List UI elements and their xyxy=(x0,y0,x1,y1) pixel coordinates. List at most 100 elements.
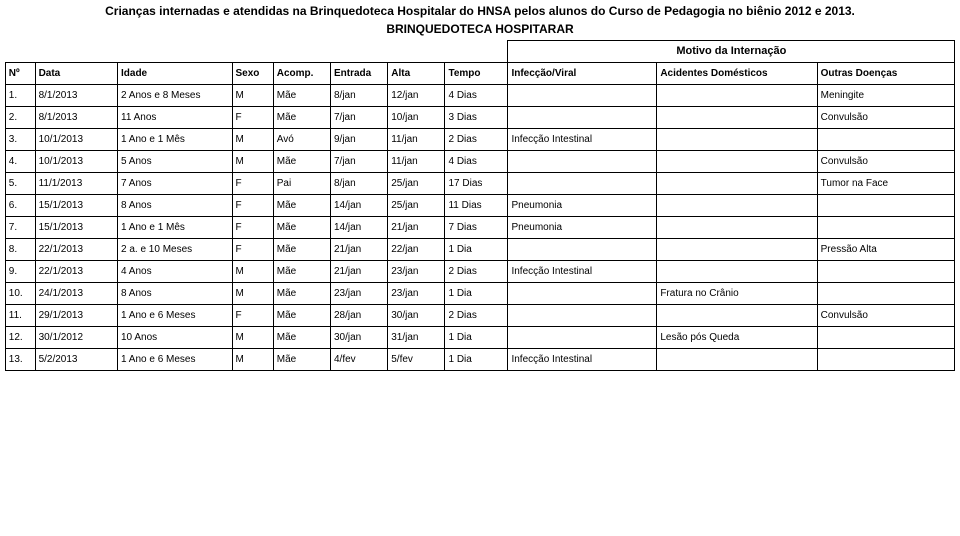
cell-sexo: M xyxy=(232,326,273,348)
cell-alta: 11/jan xyxy=(388,128,445,150)
col-outras: Outras Doenças xyxy=(817,62,955,84)
header-row: Nº Data Idade Sexo Acomp. Entrada Alta T… xyxy=(5,62,954,84)
cell-n: 5. xyxy=(5,172,35,194)
cell-acid xyxy=(657,348,817,370)
cell-out: Meningite xyxy=(817,84,955,106)
cell-acomp: Mãe xyxy=(273,84,330,106)
cell-ent: 30/jan xyxy=(330,326,387,348)
cell-tempo: 4 Dias xyxy=(445,150,508,172)
cell-n: 8. xyxy=(5,238,35,260)
cell-acid xyxy=(657,150,817,172)
table-row: 3.10/1/20131 Ano e 1 MêsMAvó9/jan11/jan2… xyxy=(5,128,954,150)
cell-n: 4. xyxy=(5,150,35,172)
cell-alta: 22/jan xyxy=(388,238,445,260)
col-sexo: Sexo xyxy=(232,62,273,84)
cell-tempo: 1 Dia xyxy=(445,326,508,348)
col-entrada: Entrada xyxy=(330,62,387,84)
cell-ent: 28/jan xyxy=(330,304,387,326)
cell-ent: 21/jan xyxy=(330,260,387,282)
col-idade: Idade xyxy=(118,62,233,84)
cell-sexo: M xyxy=(232,348,273,370)
cell-acid xyxy=(657,304,817,326)
cell-idade: 10 Anos xyxy=(118,326,233,348)
cell-tempo: 17 Dias xyxy=(445,172,508,194)
cell-alta: 23/jan xyxy=(388,282,445,304)
cell-ent: 8/jan xyxy=(330,172,387,194)
cell-data: 15/1/2013 xyxy=(35,194,117,216)
cell-acid: Fratura no Crânio xyxy=(657,282,817,304)
cell-out: Convulsão xyxy=(817,304,955,326)
cell-inf: Pneumonia xyxy=(508,194,657,216)
table-row: 5.11/1/20137 AnosFPai8/jan25/jan17 DiasT… xyxy=(5,172,954,194)
table-row: 11.29/1/20131 Ano e 6 MesesFMãe28/jan30/… xyxy=(5,304,954,326)
cell-out: Pressão Alta xyxy=(817,238,955,260)
cell-out xyxy=(817,194,955,216)
cell-sexo: F xyxy=(232,238,273,260)
cell-tempo: 7 Dias xyxy=(445,216,508,238)
cell-data: 8/1/2013 xyxy=(35,106,117,128)
table-row: 2.8/1/201311 AnosFMãe7/jan10/jan3 DiasCo… xyxy=(5,106,954,128)
page-subtitle: BRINQUEDOTECA HOSPITARAR xyxy=(0,20,960,40)
cell-sexo: M xyxy=(232,84,273,106)
col-acomp: Acomp. xyxy=(273,62,330,84)
cell-acid xyxy=(657,238,817,260)
cell-sexo: F xyxy=(232,216,273,238)
cell-acomp: Mãe xyxy=(273,150,330,172)
cell-data: 10/1/2013 xyxy=(35,150,117,172)
data-table: Motivo da Internação Nº Data Idade Sexo … xyxy=(5,40,955,371)
cell-inf xyxy=(508,106,657,128)
cell-acid xyxy=(657,216,817,238)
cell-ent: 9/jan xyxy=(330,128,387,150)
table-row: 9.22/1/20134 AnosMMãe21/jan23/jan2 DiasI… xyxy=(5,260,954,282)
cell-data: 5/2/2013 xyxy=(35,348,117,370)
cell-ent: 4/fev xyxy=(330,348,387,370)
cell-inf xyxy=(508,84,657,106)
cell-alta: 21/jan xyxy=(388,216,445,238)
cell-idade: 8 Anos xyxy=(118,194,233,216)
cell-acomp: Mãe xyxy=(273,326,330,348)
cell-alta: 10/jan xyxy=(388,106,445,128)
cell-inf: Pneumonia xyxy=(508,216,657,238)
cell-acid xyxy=(657,260,817,282)
cell-idade: 7 Anos xyxy=(118,172,233,194)
cell-inf xyxy=(508,150,657,172)
cell-acomp: Mãe xyxy=(273,216,330,238)
table-row: 12.30/1/201210 AnosMMãe30/jan31/jan1 Dia… xyxy=(5,326,954,348)
cell-tempo: 2 Dias xyxy=(445,128,508,150)
col-alta: Alta xyxy=(388,62,445,84)
cell-alta: 11/jan xyxy=(388,150,445,172)
cell-tempo: 1 Dia xyxy=(445,282,508,304)
cell-tempo: 11 Dias xyxy=(445,194,508,216)
cell-tempo: 1 Dia xyxy=(445,238,508,260)
cell-n: 1. xyxy=(5,84,35,106)
cell-n: 2. xyxy=(5,106,35,128)
page-title: Crianças internadas e atendidas na Brinq… xyxy=(0,0,960,20)
col-infeccao: Infecção/Viral xyxy=(508,62,657,84)
cell-out xyxy=(817,128,955,150)
cell-acid: Lesão pós Queda xyxy=(657,326,817,348)
cell-out xyxy=(817,348,955,370)
cell-alta: 31/jan xyxy=(388,326,445,348)
cell-acid xyxy=(657,128,817,150)
cell-data: 15/1/2013 xyxy=(35,216,117,238)
cell-out xyxy=(817,326,955,348)
cell-alta: 25/jan xyxy=(388,172,445,194)
cell-sexo: F xyxy=(232,304,273,326)
cell-data: 8/1/2013 xyxy=(35,84,117,106)
cell-data: 29/1/2013 xyxy=(35,304,117,326)
cell-acomp: Mãe xyxy=(273,194,330,216)
cell-n: 11. xyxy=(5,304,35,326)
cell-out xyxy=(817,260,955,282)
cell-data: 22/1/2013 xyxy=(35,260,117,282)
cell-acomp: Mãe xyxy=(273,304,330,326)
cell-ent: 8/jan xyxy=(330,84,387,106)
table-row: 6.15/1/20138 AnosFMãe14/jan25/jan11 Dias… xyxy=(5,194,954,216)
cell-acid xyxy=(657,84,817,106)
cell-alta: 30/jan xyxy=(388,304,445,326)
cell-out xyxy=(817,216,955,238)
cell-data: 10/1/2013 xyxy=(35,128,117,150)
cell-ent: 14/jan xyxy=(330,216,387,238)
cell-alta: 23/jan xyxy=(388,260,445,282)
table-row: 10.24/1/20138 AnosMMãe23/jan23/jan1 DiaF… xyxy=(5,282,954,304)
cell-acomp: Avó xyxy=(273,128,330,150)
